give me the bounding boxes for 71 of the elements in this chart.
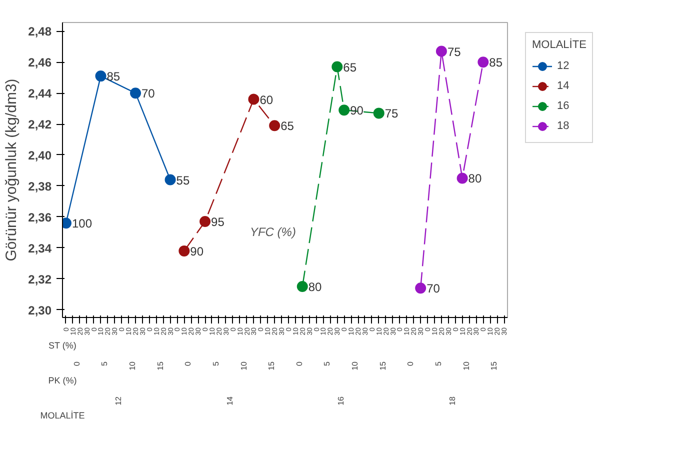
annotation: YFC (%) <box>250 224 296 239</box>
legend-title: MOLALİTE <box>532 39 586 51</box>
point <box>373 108 384 119</box>
annotation: 70 <box>426 282 440 296</box>
annotation: 80 <box>308 280 322 294</box>
legend-label: 14 <box>557 80 570 92</box>
text: 0 <box>294 360 304 366</box>
point <box>95 70 106 82</box>
text: 5 <box>322 360 332 366</box>
text: 5 <box>100 360 110 366</box>
text: 5 <box>211 360 220 366</box>
y-axis-title: Görünür yoğunluk (kg/dm3) <box>3 78 20 262</box>
text: 10 <box>350 360 360 370</box>
annotation: 60 <box>260 92 274 107</box>
annotation: 95 <box>211 215 225 230</box>
point <box>248 94 260 105</box>
point <box>164 174 176 186</box>
annotation: 65 <box>280 119 294 134</box>
y-tick-label: 2,30 <box>28 303 52 318</box>
y-tick-label: 2,32 <box>28 272 52 286</box>
point <box>200 216 211 228</box>
point <box>415 282 426 294</box>
annotation: 75 <box>447 44 462 59</box>
y-tick-label: 2,34 <box>28 241 52 256</box>
annotation: 65 <box>343 60 357 74</box>
text: 10 <box>239 360 248 370</box>
text: 0 <box>72 360 82 366</box>
point <box>456 172 468 184</box>
annotation: 100 <box>72 216 92 231</box>
text: 10 <box>128 360 138 370</box>
text: PK (%) <box>48 375 77 386</box>
y-tick-label: 2,42 <box>28 118 52 132</box>
text: MOLALİTE <box>40 410 85 420</box>
legend-label: 18 <box>557 120 570 132</box>
annotation: 55 <box>176 173 190 188</box>
point <box>130 88 142 99</box>
text: 12 <box>114 396 124 406</box>
annotation: 75 <box>384 106 399 121</box>
y-tick-label: 2,38 <box>28 179 52 194</box>
annotation: 90 <box>190 244 204 258</box>
point <box>296 281 308 292</box>
point <box>332 61 343 72</box>
y-tick-label: 2,40 <box>28 148 52 162</box>
text: 0 <box>406 360 416 366</box>
y-tick-label: 2,44 <box>28 86 52 101</box>
text: ST (%) <box>48 340 76 350</box>
point <box>269 120 280 132</box>
text: 16 <box>336 396 346 406</box>
annotation: 90 <box>350 104 364 118</box>
y-tick-label: 2,36 <box>28 210 52 224</box>
legend-label: 12 <box>557 60 570 72</box>
text: 15 <box>156 360 165 370</box>
point <box>178 245 190 256</box>
point <box>478 56 489 68</box>
text: 14 <box>225 396 234 406</box>
y-tick-label: 2,46 <box>28 56 52 70</box>
y-tick-label: 2,48 <box>28 24 52 39</box>
text: 15 <box>378 360 388 370</box>
annotation: 85 <box>106 70 120 84</box>
text: 0 <box>184 360 193 366</box>
text: 10 <box>462 360 471 370</box>
text: 18 <box>448 396 457 406</box>
text: 15 <box>267 360 276 370</box>
annotation: 80 <box>468 172 482 186</box>
annotation: 70 <box>142 86 156 101</box>
point <box>436 46 447 57</box>
annotation: 85 <box>489 56 503 70</box>
legend-label: 16 <box>557 100 570 112</box>
text: 15 <box>490 360 499 370</box>
text: 5 <box>434 360 443 366</box>
point <box>338 104 350 116</box>
